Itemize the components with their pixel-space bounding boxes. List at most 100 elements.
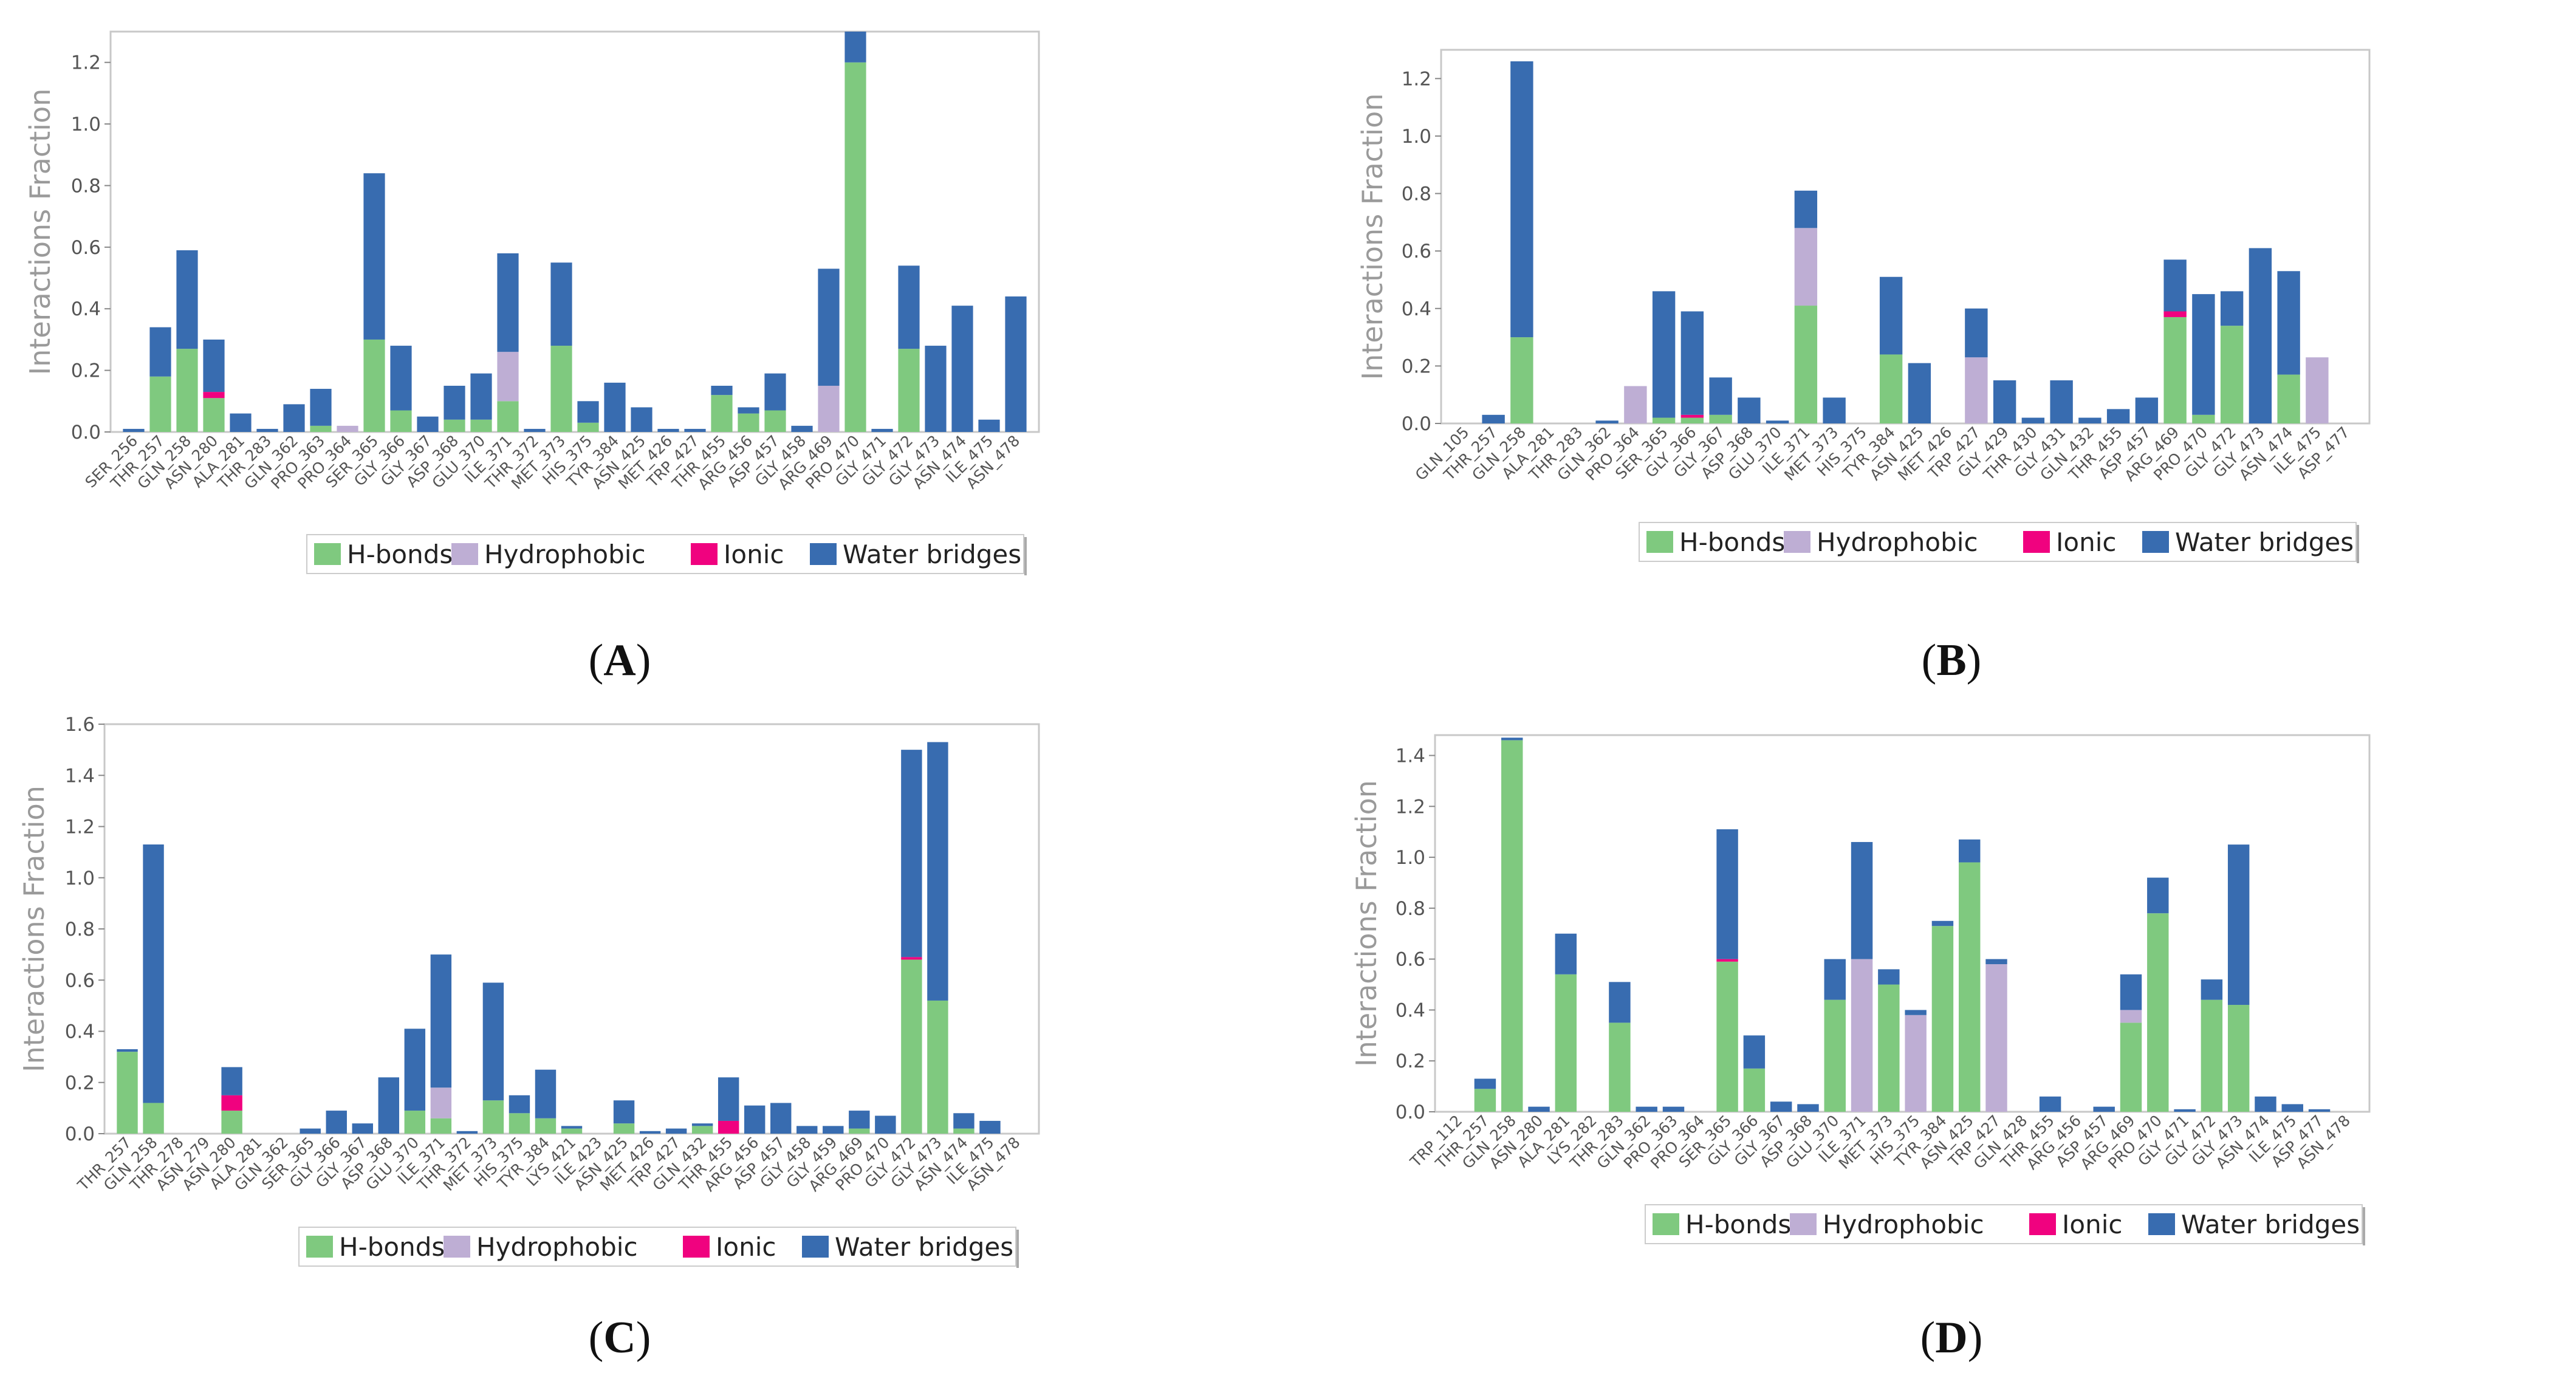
y-tick-label: 0.0 xyxy=(1402,413,1431,435)
bar-h-bonds xyxy=(691,1126,713,1134)
x-tick-label: GLN_362 xyxy=(1594,1112,1654,1173)
bar-water-bridges xyxy=(2050,380,2073,423)
bar-h-bonds xyxy=(2220,326,2244,423)
x-tick-label: GLY_472 xyxy=(862,1134,919,1191)
bar-h-bonds xyxy=(1743,1068,1766,1112)
x-tick-label: MET_426 xyxy=(615,432,676,493)
x-tick-label: PRO_364 xyxy=(294,432,355,493)
bar-h-bonds xyxy=(509,1113,530,1134)
bar-water-bridges xyxy=(901,750,922,957)
legend-frame xyxy=(306,534,1024,574)
x-tick-label: ASN_279 xyxy=(152,1134,213,1194)
bar-water-bridges xyxy=(283,404,305,432)
legend-label-hy: Hydrophobic xyxy=(1817,527,1978,557)
bar-water-bridges xyxy=(927,742,948,1001)
x-tick-label: THR_455 xyxy=(668,432,729,493)
x-tick-label: TYR_384 xyxy=(1839,423,1899,483)
bar-h-bonds xyxy=(738,413,759,432)
bar-ionic xyxy=(221,1095,242,1111)
bar-water-bridges xyxy=(2021,417,2045,423)
bar-water-bridges xyxy=(149,327,171,377)
x-tick-label: ASN_474 xyxy=(909,432,970,493)
bar-water-bridges xyxy=(363,173,385,340)
y-tick-label: 0.2 xyxy=(65,1072,95,1094)
bar-water-bridges xyxy=(2201,979,2223,1000)
x-tick-label: ASP_477 xyxy=(2268,1112,2327,1171)
x-tick-label: GLY_431 xyxy=(2011,423,2069,481)
bar-h-bonds xyxy=(363,339,385,432)
y-axis-label: Interactions Fraction xyxy=(18,786,50,1072)
x-tick-label: GLY_459 xyxy=(783,1134,840,1191)
legend-label-wb: Water bridges xyxy=(843,539,1021,569)
bar-water-bridges xyxy=(1851,841,1873,959)
bar-h-bonds xyxy=(1879,354,1903,423)
bar-water-bridges xyxy=(1005,296,1027,432)
x-tick-label: LYS_421 xyxy=(523,1134,580,1190)
x-tick-label: ARG_469 xyxy=(2077,1112,2139,1173)
x-tick-label: GLU_370 xyxy=(1783,1112,1843,1172)
x-tick-label: ARG_469 xyxy=(775,432,836,493)
bar-water-bridges xyxy=(657,428,679,432)
bar-water-bridges xyxy=(326,1111,347,1134)
x-tick-label: MET_373 xyxy=(508,432,569,493)
bar-water-bridges xyxy=(203,339,225,392)
x-tick-label: GLY_366 xyxy=(1642,423,1700,481)
x-tick-label: THR_455 xyxy=(2065,423,2126,484)
bar-ionic xyxy=(1680,414,1704,418)
bar-water-bridges xyxy=(300,1128,321,1134)
x-tick-label: GLY_366 xyxy=(351,432,408,490)
bar-water-bridges xyxy=(1743,1035,1766,1069)
x-tick-label: ASP_477 xyxy=(2294,423,2353,482)
bar-water-bridges xyxy=(1510,61,1533,338)
y-tick-label: 0.0 xyxy=(71,422,101,443)
bar-water-bridges xyxy=(849,1111,870,1129)
y-tick-label: 0.0 xyxy=(65,1123,95,1145)
x-tick-label: ASN_425 xyxy=(1866,423,1927,484)
y-tick-label: 0.2 xyxy=(1402,355,1431,377)
bar-h-bonds xyxy=(2147,913,2169,1112)
legend: H-bonds Hydrophobic Ionic Water bridges xyxy=(1645,1204,2365,1245)
legend-label-hb: H-bonds xyxy=(1685,1210,1791,1239)
legend-swatch-hb xyxy=(1653,1213,1679,1235)
x-tick-label: ARG_456 xyxy=(701,1134,762,1195)
bar-water-bridges xyxy=(2220,291,2244,326)
bar-hydrophobic xyxy=(1624,386,1647,423)
bar-water-bridges xyxy=(352,1123,373,1134)
bar-water-bridges xyxy=(143,844,164,1103)
y-tick-label: 0.6 xyxy=(71,237,101,259)
x-tick-label: MET_373 xyxy=(440,1134,501,1194)
bar-h-bonds xyxy=(764,410,786,432)
bar-water-bridges xyxy=(1709,377,1732,415)
bar-h-bonds xyxy=(535,1118,557,1134)
x-tick-label: GLY_471 xyxy=(832,432,889,490)
panel-label-a: (A) xyxy=(588,635,651,685)
bar-water-bridges xyxy=(1878,969,1900,985)
panel-label-b: (B) xyxy=(1921,635,1982,685)
x-tick-label: TRP_427 xyxy=(1945,1112,2004,1171)
legend-frame xyxy=(1645,1204,2363,1244)
x-tick-label: ASP_457 xyxy=(729,1134,788,1193)
bar-h-bonds xyxy=(844,62,866,432)
bar-water-bridges xyxy=(1652,291,1676,418)
bar-water-bridges xyxy=(470,373,492,420)
bar-water-bridges xyxy=(430,954,452,1088)
x-tick-label: PRO_470 xyxy=(2150,423,2211,484)
bar-water-bridges xyxy=(550,262,572,346)
y-tick-label: 0.2 xyxy=(71,360,101,382)
x-tick-label: HIS_375 xyxy=(1814,423,1870,480)
plot-frame xyxy=(103,723,1040,1135)
bar-hydrophobic xyxy=(1851,959,1873,1112)
chart-d-group: 0.0 0.2 0.4 0.6 0.8 1.0 1.2 1.4 Interactions Fra… xyxy=(1350,734,2371,1245)
bar-h-bonds xyxy=(1501,740,1523,1112)
bar-ionic xyxy=(901,957,922,960)
x-tick-label: GLU_370 xyxy=(362,1134,422,1194)
y-tick-label: 0.6 xyxy=(1402,241,1431,262)
legend-label-hb: H-bonds xyxy=(339,1232,445,1262)
x-tick-label: ASN_280 xyxy=(1486,1112,1547,1173)
x-tick-label: ASN_478 xyxy=(963,432,1024,493)
bar-h-bonds xyxy=(482,1100,504,1134)
bar-water-bridges xyxy=(978,419,1000,432)
x-tick-label: THR_455 xyxy=(675,1134,736,1194)
legend-label-hb: H-bonds xyxy=(1679,527,1785,557)
